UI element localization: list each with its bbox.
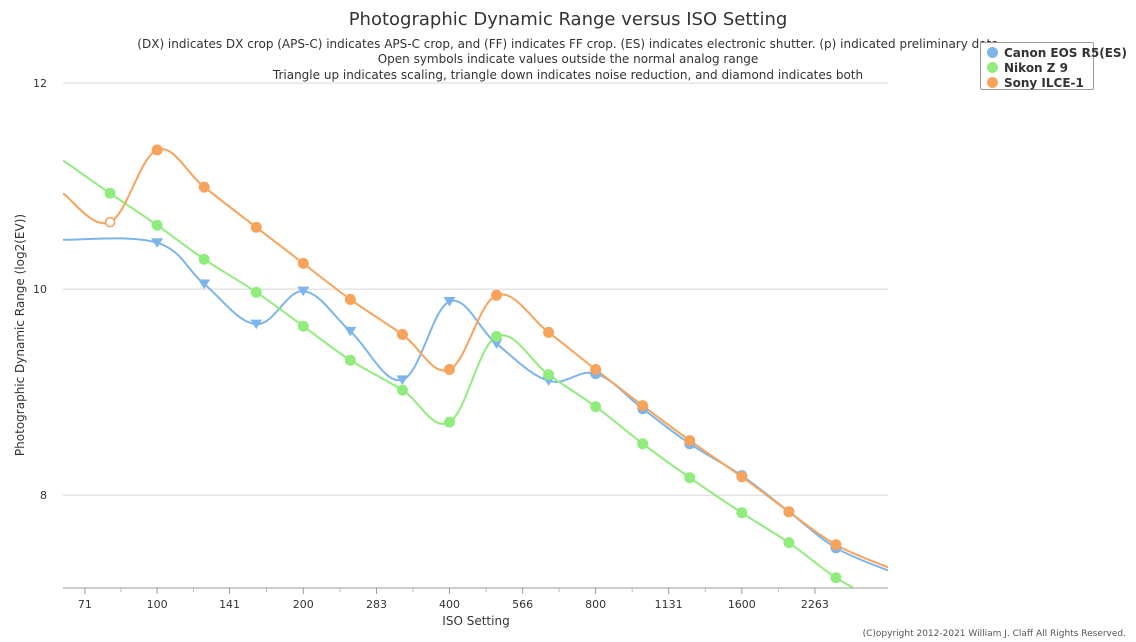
data-point-triangle-canon-eos-r5-es[interactable] [344,326,357,337]
y-axis-label: Photographic Dynamic Range (log2(EV)) [13,214,27,456]
x-tick-label: 283 [366,598,387,611]
data-point-sony-ilce-1[interactable] [736,471,748,483]
x-tick-label: 800 [585,598,606,611]
series-lines [63,148,888,588]
chart-subtitle-line-3: Triangle up indicates scaling, triangle … [272,68,863,82]
y-tick-label: 12 [33,77,47,90]
legend-swatch-icon [987,62,998,73]
data-point-sony-ilce-1[interactable] [443,364,455,376]
x-tick-label: 141 [219,598,240,611]
legend-label: Sony ILCE-1 [1004,75,1084,90]
grid-lines [63,82,888,496]
data-point-nikon-z-9[interactable] [590,401,602,413]
data-point-sony-ilce-1[interactable] [830,539,842,551]
data-point-nikon-z-9[interactable] [104,187,116,199]
data-point-sony-ilce-1[interactable] [396,328,408,340]
data-point-nikon-z-9[interactable] [543,369,555,381]
data-point-triangle-canon-eos-r5-es[interactable] [396,375,409,385]
data-point-triangle-canon-eos-r5-es[interactable] [443,296,456,307]
data-point-triangle-canon-eos-r5-es[interactable] [297,286,310,297]
data-point-nikon-z-9[interactable] [443,416,455,428]
x-tick-label: 71 [78,598,92,611]
data-point-sony-ilce-1[interactable] [151,144,163,156]
legend-label: Nikon Z 9 [1004,60,1069,75]
x-axis-label: ISO Setting [442,614,509,628]
series-line-sony-ilce-1 [63,148,888,569]
series-markers [104,144,842,584]
legend-item[interactable]: Canon EOS R5(ES) [987,45,1127,60]
data-point-sony-ilce-1[interactable] [344,293,356,305]
data-point-sony-ilce-1[interactable] [590,364,602,376]
x-tick-label: 400 [439,598,460,611]
data-point-nikon-z-9[interactable] [783,537,795,549]
data-point-triangle-canon-eos-r5-es[interactable] [490,339,503,349]
data-point-nikon-z-9[interactable] [396,384,408,396]
axes: 8 10 12 71 100 141 200 283 400 566 800 1131 1600 2263 [33,77,888,611]
data-point-nikon-z-9[interactable] [297,320,309,332]
data-point-sony-ilce-1[interactable] [684,435,696,447]
data-point-nikon-z-9[interactable] [830,572,842,584]
x-tick-label: 200 [293,598,314,611]
legend-swatch-icon [987,77,998,88]
chart-subtitle-line-1: (DX) indicates DX crop (APS-C) indicates… [137,37,998,51]
x-tick-label: 2263 [801,598,829,611]
data-point-sony-ilce-1[interactable] [637,400,649,412]
data-point-nikon-z-9[interactable] [684,472,696,484]
x-tick-label: 1131 [655,598,683,611]
data-point-nikon-z-9[interactable] [637,438,649,450]
data-point-sony-ilce-1[interactable] [543,326,555,338]
copyright-notice: (C)opyright 2012-2021 William J. Claff A… [862,629,1126,639]
data-point-sony-ilce-1[interactable] [491,289,503,301]
x-tick-label: 1600 [728,598,756,611]
legend: Canon EOS R5(ES) Nikon Z 9 Sony ILCE-1 [980,42,1127,90]
data-point-triangle-canon-eos-r5-es[interactable] [151,238,164,248]
data-point-sony-ilce-1[interactable] [198,181,210,193]
x-tick-label: 566 [512,598,533,611]
y-tick-label: 10 [33,283,47,296]
data-point-nikon-z-9[interactable] [344,354,356,366]
data-point-nikon-z-9[interactable] [736,507,748,519]
legend-swatch-icon [987,47,998,58]
series-line-nikon-z-9 [63,159,856,588]
data-point-triangle-canon-eos-r5-es[interactable] [250,319,263,330]
legend-item[interactable]: Sony ILCE-1 [987,75,1093,90]
data-point-sony-ilce-1[interactable] [297,257,309,269]
data-point-nikon-z-9[interactable] [250,286,262,298]
data-point-open-sony-ilce-1[interactable] [104,216,116,228]
data-point-sony-ilce-1[interactable] [783,506,795,518]
chart-title: Photographic Dynamic Range versus ISO Se… [349,9,788,30]
legend-item[interactable]: Nikon Z 9 [987,60,1093,75]
data-point-triangle-canon-eos-r5-es[interactable] [198,279,211,290]
series-line-canon-eos-r5-es [63,237,888,572]
data-point-nikon-z-9[interactable] [151,219,163,231]
chart-subtitle-line-2: Open symbols indicate values outside the… [378,52,759,66]
x-tick-label: 100 [147,598,168,611]
legend-label: Canon EOS R5(ES) [1004,45,1128,60]
data-point-nikon-z-9[interactable] [198,253,210,265]
y-tick-label: 8 [40,489,47,502]
data-point-sony-ilce-1[interactable] [250,221,262,233]
data-point-nikon-z-9[interactable] [491,331,503,343]
